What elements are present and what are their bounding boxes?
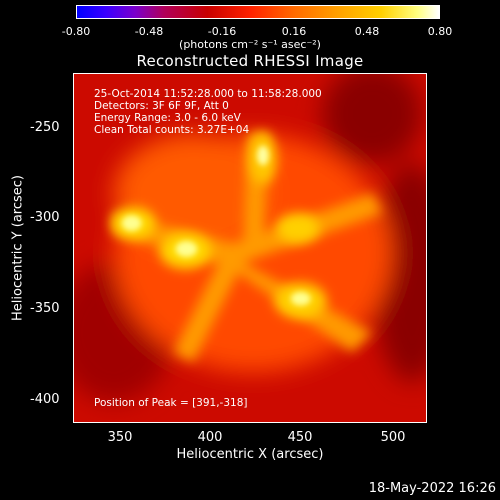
info-detectors: Detectors: 3F 6F 9F, Att 0 [94,100,229,112]
x-tick: 400 [197,430,223,445]
x-tick: 350 [107,430,133,445]
info-time: 25-Oct-2014 11:52:28.000 to 11:58:28.000 [94,88,322,100]
colorbar-tick: -0.80 [61,25,91,38]
colorbar-tick: -0.48 [134,25,164,38]
y-tick: -350 [30,301,60,316]
info-energy: Energy Range: 3.0 - 6.0 keV [94,112,241,124]
chart-title: Reconstructed RHESSI Image [136,52,364,70]
colorbar [76,5,440,19]
colorbar-units: (photons cm⁻² s⁻¹ asec⁻²) [179,38,321,51]
colorbar-tick: 0.48 [354,25,380,38]
colorbar-tick: 0.80 [427,25,453,38]
info-peak: Position of Peak = [391,-318] [94,397,248,409]
heatmap-image [73,73,427,423]
timestamp: 18-May-2022 16:26 [368,481,496,496]
info-clean: Clean Total counts: 3.27E+04 [94,124,250,136]
x-tick: 450 [287,430,313,445]
x-axis-label: Heliocentric X (arcsec) [176,447,324,462]
y-tick: -400 [30,392,60,407]
y-tick: -300 [30,210,60,225]
y-tick: -250 [30,120,60,135]
colorbar-tick: 0.16 [281,25,307,38]
x-tick: 500 [380,430,406,445]
y-axis-label: Heliocentric Y (arcsec) [10,175,26,321]
colorbar-tick: -0.16 [207,25,237,38]
